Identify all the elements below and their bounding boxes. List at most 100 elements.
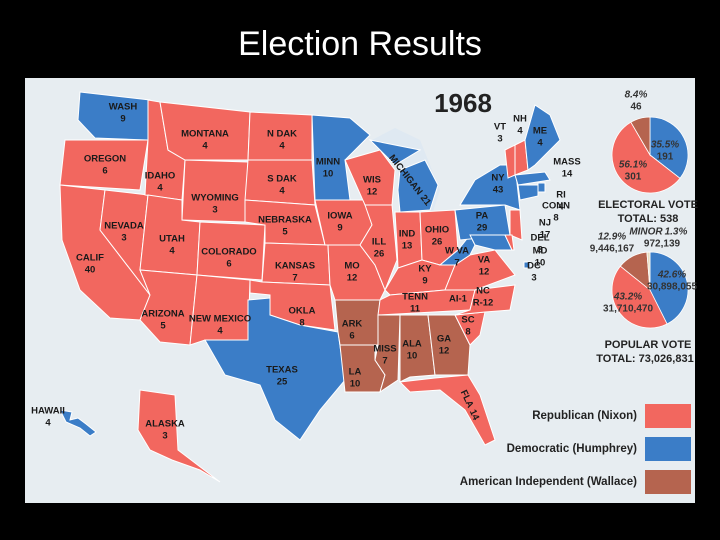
slice-percent: 8.4% (625, 90, 648, 101)
state-votes: 25 (277, 377, 288, 388)
state-name: IDAHO (145, 171, 176, 182)
pie-slice (649, 251, 689, 325)
state-shape (399, 314, 436, 383)
state-name: VT (494, 122, 506, 133)
state-votes: 17 (540, 230, 551, 241)
state-votes: 7 (382, 356, 387, 367)
state-votes: 12 (347, 273, 358, 284)
state-votes: 26 (374, 249, 385, 260)
state-votes: 6 (349, 331, 354, 342)
state-votes: 3 (162, 431, 167, 442)
state-name: DEL (531, 233, 550, 244)
electoral-label: ELECTORAL VOTE (598, 199, 698, 211)
state-shape (509, 209, 523, 241)
slice-votes: 191 (657, 152, 674, 163)
state-name: MISS (373, 344, 396, 355)
state-votes: 14 (562, 169, 573, 180)
state-shape (427, 314, 471, 376)
popular-label: POPULAR VOTE (605, 339, 692, 351)
state-votes: 10 (535, 258, 546, 269)
legend-label: Democratic (Humphrey) (507, 443, 638, 455)
state-name: ALA (402, 339, 422, 350)
state-name: MINN (316, 157, 340, 168)
state-shape (77, 91, 151, 141)
state-votes: 40 (85, 265, 96, 276)
state-name: WIS (363, 175, 381, 186)
state-votes: 4 (279, 141, 285, 152)
state-votes: 10 (407, 351, 418, 362)
state-name: TEXAS (266, 365, 298, 376)
state-name: NEBRASKA (258, 215, 312, 226)
state-votes: 14 (467, 408, 482, 423)
state-name: LA (349, 367, 362, 378)
slice-votes: 30,898,055 (647, 282, 697, 293)
state-shape (523, 261, 531, 269)
slice-votes: 46 (630, 102, 642, 113)
pie-slice (649, 116, 689, 179)
state-name: NJ (539, 218, 551, 229)
state-name: ARK (342, 319, 363, 330)
state-name: COLORADO (201, 247, 256, 258)
state-name: W VA (445, 246, 469, 257)
state-name: OREGON (84, 154, 126, 165)
state-name: RI (556, 190, 566, 201)
state-votes: 3 (537, 245, 542, 256)
slice-percent: 35.5% (651, 140, 679, 151)
state-shape (314, 199, 373, 246)
state-name: IND (399, 229, 416, 240)
state-name: ILL (372, 237, 386, 248)
slice-percent: 1.3% (665, 227, 688, 238)
state-votes: 8 (465, 327, 470, 338)
state-name: KY (418, 264, 432, 275)
state-name: MONTANA (181, 129, 229, 140)
state-votes: 6 (226, 259, 231, 270)
state-votes: 6 (102, 166, 107, 177)
map-year: 1968 (434, 88, 492, 118)
state-votes: 12 (439, 346, 450, 357)
legend-label: American Independent (Wallace) (460, 476, 637, 488)
state-name: VA (478, 255, 491, 266)
state-votes: 5 (160, 321, 166, 332)
slice-votes: 9,446,167 (590, 244, 635, 255)
state-votes: 11 (410, 304, 421, 315)
state-name: WYOMING (191, 193, 239, 204)
electoral-total: TOTAL: 538 (618, 213, 679, 225)
state-name: ME (533, 126, 547, 137)
state-votes: 10 (323, 169, 334, 180)
state-shape (359, 204, 398, 292)
state-shape (537, 182, 546, 193)
state-name: OKLA (289, 306, 316, 317)
state-shape (368, 139, 422, 166)
slice-percent: 56.1% (619, 160, 647, 171)
state-shape (204, 297, 346, 441)
state-votes: 3 (497, 134, 502, 145)
state-shape (398, 374, 496, 446)
slice-percent: 43.2% (613, 292, 642, 303)
state-name: NH (513, 114, 527, 125)
state-votes: 4 (157, 183, 163, 194)
state-name: NEVADA (104, 221, 144, 232)
state-votes: 3 (531, 273, 536, 284)
state-votes: 7 (292, 273, 297, 284)
state-shape (59, 409, 97, 437)
state-votes: 3 (212, 205, 217, 216)
state-votes: 4 (217, 326, 223, 337)
state-name: GA (437, 334, 451, 345)
state-shape (504, 234, 515, 251)
state-name: N DAK (267, 129, 297, 140)
pie-slice (646, 251, 651, 291)
state-name: HAWAII (31, 406, 65, 417)
state-votes: 4 (558, 202, 564, 213)
state-name: OHIO (425, 225, 449, 236)
state-shape (344, 149, 396, 206)
slice-votes: 301 (625, 172, 642, 183)
state-votes: 9 (120, 114, 125, 125)
state-shape (159, 101, 251, 161)
state-votes: 29 (477, 223, 488, 234)
pie-slice (611, 265, 668, 329)
state-name: CALIF (76, 253, 104, 264)
slice-votes: 972,139 (644, 239, 681, 250)
state-name: S DAK (267, 174, 297, 185)
slice-percent: 42.6% (657, 270, 686, 281)
state-votes: 4 (279, 186, 285, 197)
